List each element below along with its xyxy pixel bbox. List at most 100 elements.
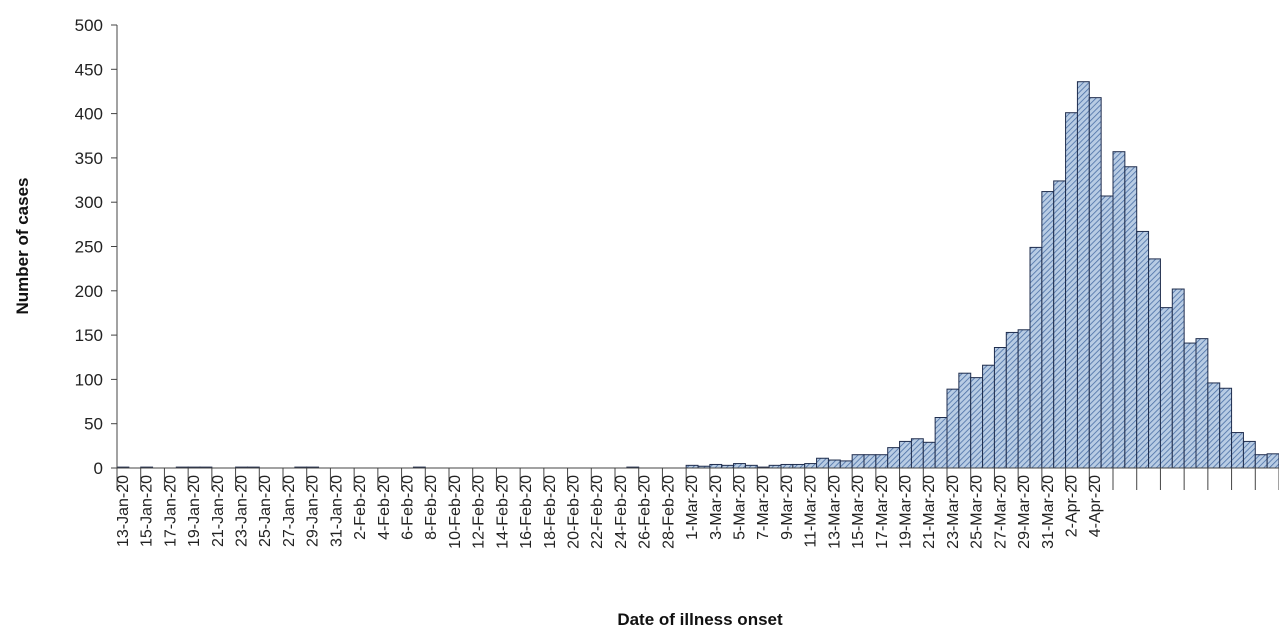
bar [733,463,746,469]
x-tick-label: 7-Mar-20 [755,475,772,540]
x-tick-label: 4-Feb-20 [376,475,393,540]
bar [1207,382,1221,469]
y-tick-label: 100 [75,370,103,389]
x-tick-label: 27-Mar-20 [992,475,1009,549]
x-tick-label: 19-Mar-20 [898,475,915,549]
x-tick-label: 26-Feb-20 [637,475,654,549]
y-tick-label: 150 [75,326,103,345]
bar [1124,166,1138,469]
bar-group [116,81,1279,469]
bar [863,454,877,469]
bar [792,463,806,469]
y-tick-label: 400 [75,105,103,124]
x-tick-label: 17-Mar-20 [874,475,891,549]
x-tick-label: 22-Feb-20 [589,475,606,549]
x-tick-label: 1-Mar-20 [684,475,701,540]
bar [922,441,936,469]
bar [1065,112,1078,469]
bar [1100,195,1114,469]
x-tick-label: 13-Jan-20 [115,475,132,547]
x-tick-label: 15-Jan-20 [139,475,156,547]
bar [1088,97,1102,469]
x-tick-label: 2-Apr-20 [1064,475,1081,537]
x-tick-label: 2-Feb-20 [352,475,369,540]
y-tick-label: 50 [84,415,103,434]
bar [1017,329,1031,469]
x-tick-label: 23-Jan-20 [234,475,251,547]
bar [851,454,865,469]
x-tick-label: 29-Jan-20 [305,475,322,547]
bar [804,463,818,469]
bar [910,438,924,469]
bar [1183,342,1197,469]
x-tick-label: 21-Mar-20 [921,475,938,549]
x-tick-label: 25-Mar-20 [969,475,986,549]
x-tick-label: 8-Feb-20 [423,475,440,540]
y-tick-label: 0 [94,459,103,478]
y-tick-label: 300 [75,193,103,212]
y-tick-labels: 0 50 100 150 200 250 300 350 400 450 500 [75,16,103,478]
bar [1041,191,1055,469]
y-tick-label: 500 [75,16,103,35]
x-tick-label: 23-Mar-20 [945,475,962,549]
bar [934,417,948,469]
y-tick-label: 350 [75,149,103,168]
x-tick-label: 27-Jan-20 [281,475,298,547]
bar [899,440,912,469]
bar [1029,246,1043,469]
x-tick-label: 18-Feb-20 [542,475,559,549]
bar [1053,180,1067,469]
x-tick-label: 5-Mar-20 [732,475,749,540]
x-tick-label: 31-Jan-20 [328,475,345,547]
x-tick-label: 16-Feb-20 [518,475,535,549]
bar [982,364,995,469]
bar [1136,230,1150,469]
bar [1254,454,1268,469]
bar [1219,387,1233,469]
axes [111,24,1279,490]
bar [970,377,984,469]
x-tick-label: 21-Jan-20 [210,475,227,547]
x-tick-label: 4-Apr-20 [1087,475,1104,537]
x-tick-label: 31-Mar-20 [1040,475,1057,549]
x-tick-label: 9-Mar-20 [779,475,796,540]
bar [1112,151,1126,469]
x-tick-label: 3-Mar-20 [708,475,725,540]
x-tick-label: 17-Jan-20 [162,475,179,547]
x-tick-label: 10-Feb-20 [447,475,464,549]
bar [946,388,960,469]
x-tick-label: 28-Feb-20 [660,475,677,549]
bar [1242,440,1256,469]
bar [993,347,1007,469]
y-axis-title: Number of cases [13,178,32,315]
bar [887,447,901,469]
x-tick-label: 12-Feb-20 [471,475,488,549]
x-axis-title: Date of illness onset [617,610,783,629]
bar [1266,453,1279,469]
bar [816,457,829,469]
bar [1076,81,1090,469]
bar [827,459,841,469]
x-tick-label: 13-Mar-20 [826,475,843,549]
x-tick-label: 15-Mar-20 [850,475,867,549]
bar [958,372,972,469]
bar [780,463,794,469]
bar [839,460,853,469]
bar [709,463,723,469]
x-tick-label: 19-Jan-20 [186,475,203,547]
x-tick-label: 25-Jan-20 [257,475,274,547]
x-tick-label: 24-Feb-20 [613,475,630,549]
bar [1231,432,1244,469]
x-tick-label: 14-Feb-20 [494,475,511,549]
x-tick-labels: 13-Jan-20 15-Jan-20 17-Jan-20 19-Jan-20 21-J… [115,475,1104,549]
y-tick-label: 250 [75,238,103,257]
x-tick-label: 20-Feb-20 [566,475,583,549]
x-tick-label: 6-Feb-20 [400,475,417,540]
bar [1171,288,1185,469]
y-tick-label: 450 [75,60,103,79]
bar [875,454,889,469]
x-tick-label: 11-Mar-20 [803,475,820,548]
bar [1148,258,1161,469]
bar [1159,307,1173,469]
